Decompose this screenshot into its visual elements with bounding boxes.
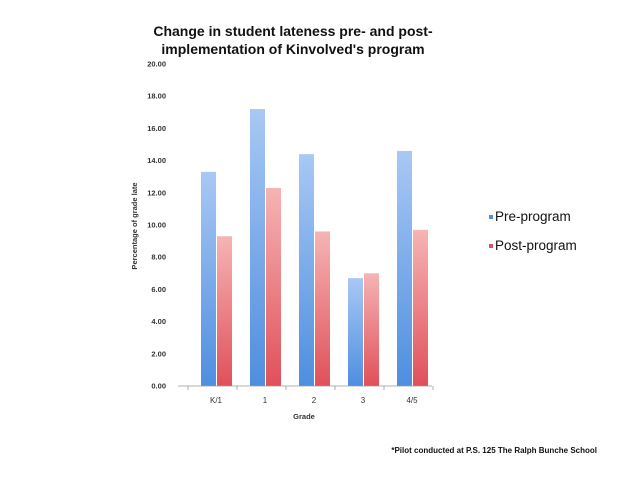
bar-pre-program bbox=[250, 109, 265, 386]
legend-swatch-post-program bbox=[489, 244, 493, 248]
bar-post-program bbox=[266, 187, 281, 386]
y-tick-label: 20.00 bbox=[147, 60, 166, 69]
bar-post-program bbox=[315, 231, 330, 386]
x-category-label: K/1 bbox=[210, 396, 223, 405]
chart-title-line-1: Change in student lateness pre- and post… bbox=[153, 23, 433, 39]
y-tick-label: 2.00 bbox=[151, 349, 166, 358]
x-category-label: 4/5 bbox=[406, 396, 418, 405]
bar-pre-program bbox=[397, 150, 412, 386]
bar-pre-program bbox=[201, 171, 216, 386]
bar-pre-program bbox=[299, 154, 314, 386]
legend-label-post-program: Post-program bbox=[495, 238, 577, 253]
y-tick-label: 16.00 bbox=[147, 124, 166, 133]
y-tick-label: 0.00 bbox=[151, 382, 166, 391]
legend: Pre-program Post-program bbox=[489, 209, 577, 253]
y-axis-title: Percentage of grade late bbox=[130, 182, 139, 269]
footnote: *Pilot conducted at P.S. 125 The Ralph B… bbox=[391, 446, 597, 455]
y-tick-label: 4.00 bbox=[151, 317, 166, 326]
bar-post-program bbox=[364, 273, 379, 386]
x-category-label: 2 bbox=[312, 396, 317, 405]
y-tick-label: 12.00 bbox=[147, 188, 166, 197]
y-tick-label: 8.00 bbox=[151, 253, 166, 262]
y-tick-label: 18.00 bbox=[147, 92, 166, 101]
y-axis-ticks: 0.00 2.00 4.00 6.00 8.00 10.00 12.00 14.00 16.00… bbox=[147, 60, 166, 391]
x-category-label: 1 bbox=[263, 396, 268, 405]
bar-post-program bbox=[413, 229, 428, 386]
bar-pre-program bbox=[348, 278, 363, 386]
x-axis-categories: K/1 1 2 3 4/5 bbox=[187, 386, 434, 405]
x-category-label: 3 bbox=[361, 396, 366, 405]
y-tick-label: 6.00 bbox=[151, 285, 166, 294]
y-tick-label: 10.00 bbox=[147, 221, 166, 230]
bar-series bbox=[201, 109, 428, 386]
chart-title-line-2: implementation of Kinvolved's program bbox=[161, 41, 424, 57]
bar-post-program bbox=[217, 236, 232, 386]
legend-swatch-pre-program bbox=[489, 215, 493, 219]
x-axis-title: Grade bbox=[293, 412, 315, 421]
legend-label-pre-program: Pre-program bbox=[495, 209, 571, 224]
y-tick-label: 14.00 bbox=[147, 156, 166, 165]
